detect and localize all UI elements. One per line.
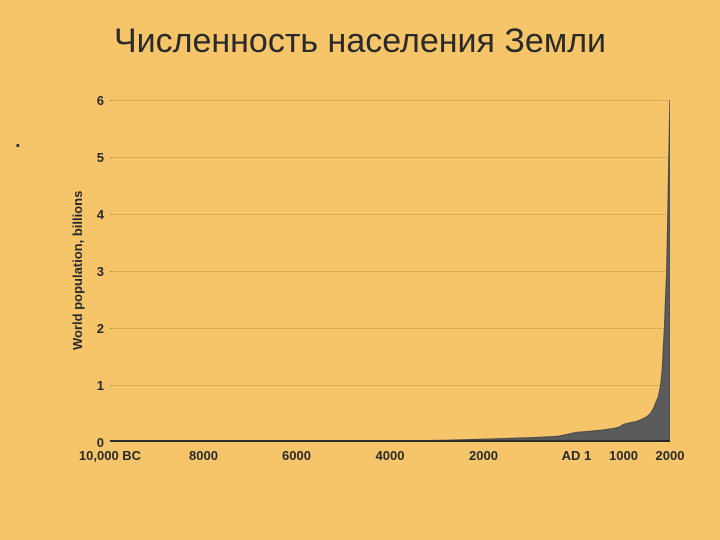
y-axis-label: World population, billions — [70, 191, 85, 350]
y-tick-label: 3 — [84, 264, 104, 279]
y-tick-label: 2 — [84, 321, 104, 336]
x-tick-label: 4000 — [350, 448, 430, 463]
y-tick-label: 5 — [84, 150, 104, 165]
x-tick-label: 8000 — [164, 448, 244, 463]
y-tick-label: 1 — [84, 378, 104, 393]
y-tick-label: 6 — [84, 93, 104, 108]
x-tick-label: 2000 — [444, 448, 524, 463]
area-path — [110, 100, 670, 442]
x-tick-label: 10,000 BC — [70, 448, 150, 463]
bullet-dot: . — [14, 122, 22, 154]
x-tick-label: 2000 — [630, 448, 710, 463]
y-tick-label: 4 — [84, 207, 104, 222]
slide-stage: Численность населения Земли . World popu… — [0, 0, 720, 540]
chart-plot-area — [110, 100, 670, 442]
x-tick-label: 6000 — [256, 448, 336, 463]
population-area-series — [110, 100, 670, 442]
slide-title: Численность населения Земли — [0, 22, 720, 61]
x-axis-baseline — [110, 440, 670, 442]
